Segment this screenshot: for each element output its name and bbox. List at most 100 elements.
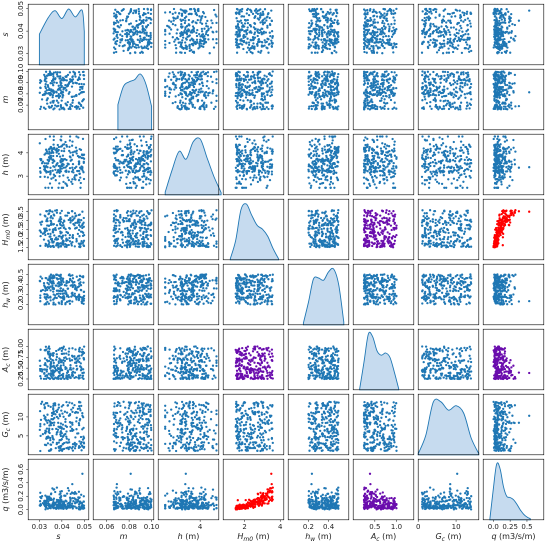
point	[511, 82, 514, 85]
point	[235, 169, 238, 173]
point	[439, 31, 442, 34]
point	[45, 74, 49, 77]
point	[392, 51, 395, 54]
point	[239, 154, 242, 158]
point	[256, 102, 259, 105]
point	[381, 19, 384, 23]
point	[128, 45, 131, 48]
point	[323, 162, 326, 165]
point	[331, 182, 335, 185]
point	[44, 152, 47, 155]
point	[449, 83, 453, 87]
point	[316, 168, 319, 172]
point	[241, 7, 244, 11]
point	[307, 176, 310, 179]
point	[460, 35, 464, 38]
point	[82, 90, 85, 94]
point	[196, 70, 200, 74]
point	[257, 50, 260, 53]
point	[193, 106, 197, 109]
point	[388, 159, 391, 163]
point	[427, 17, 430, 20]
point	[247, 13, 251, 17]
point	[215, 38, 218, 41]
point	[432, 84, 435, 88]
point	[440, 170, 443, 173]
point	[53, 174, 57, 178]
point	[434, 100, 437, 103]
point	[138, 135, 142, 138]
point	[237, 158, 240, 162]
point	[378, 11, 381, 14]
point	[57, 145, 61, 149]
point	[39, 105, 43, 108]
point	[52, 135, 55, 138]
point	[376, 138, 379, 142]
point	[385, 17, 388, 20]
point	[81, 70, 85, 74]
point	[421, 154, 424, 157]
point	[78, 92, 81, 96]
point	[435, 25, 438, 28]
panel-h-vs-s: 34h (m)	[1, 133, 90, 196]
point	[181, 18, 185, 22]
point	[393, 106, 396, 109]
point	[442, 164, 446, 167]
point	[372, 48, 375, 52]
panel-frame	[27, 68, 90, 131]
point	[184, 73, 187, 76]
point	[386, 154, 390, 157]
point	[465, 30, 468, 33]
point	[509, 36, 513, 39]
point	[386, 101, 389, 105]
point	[314, 146, 318, 149]
point	[172, 19, 175, 22]
point	[420, 51, 424, 54]
ytick-label: 0.04	[17, 23, 25, 39]
point	[427, 186, 431, 189]
point	[81, 98, 85, 102]
point	[139, 166, 142, 170]
point	[234, 144, 238, 147]
point	[369, 16, 372, 20]
point	[374, 86, 377, 89]
point	[392, 161, 395, 165]
point	[212, 107, 216, 111]
point	[323, 107, 326, 111]
point	[179, 34, 182, 38]
point	[202, 102, 206, 105]
point	[434, 81, 437, 84]
point	[125, 176, 128, 179]
point	[367, 79, 371, 82]
point	[245, 12, 248, 15]
point	[493, 7, 496, 11]
point	[149, 37, 152, 41]
point	[120, 135, 124, 138]
point	[466, 73, 469, 77]
point	[59, 77, 62, 80]
point	[428, 177, 432, 181]
point	[390, 30, 394, 33]
point	[164, 33, 167, 36]
point	[422, 147, 425, 150]
point	[449, 93, 453, 96]
point	[467, 47, 470, 50]
point	[242, 73, 246, 77]
point	[81, 169, 84, 172]
point	[215, 41, 218, 45]
point	[462, 78, 465, 81]
point	[164, 43, 167, 46]
point	[500, 43, 503, 46]
point	[423, 31, 427, 34]
point	[468, 19, 471, 23]
point	[114, 145, 118, 148]
point	[82, 161, 85, 165]
point	[81, 137, 85, 141]
point	[318, 31, 321, 34]
point	[370, 151, 374, 155]
point	[44, 70, 48, 73]
point	[204, 15, 207, 19]
point	[450, 72, 453, 75]
point	[205, 105, 208, 109]
point	[423, 179, 427, 182]
